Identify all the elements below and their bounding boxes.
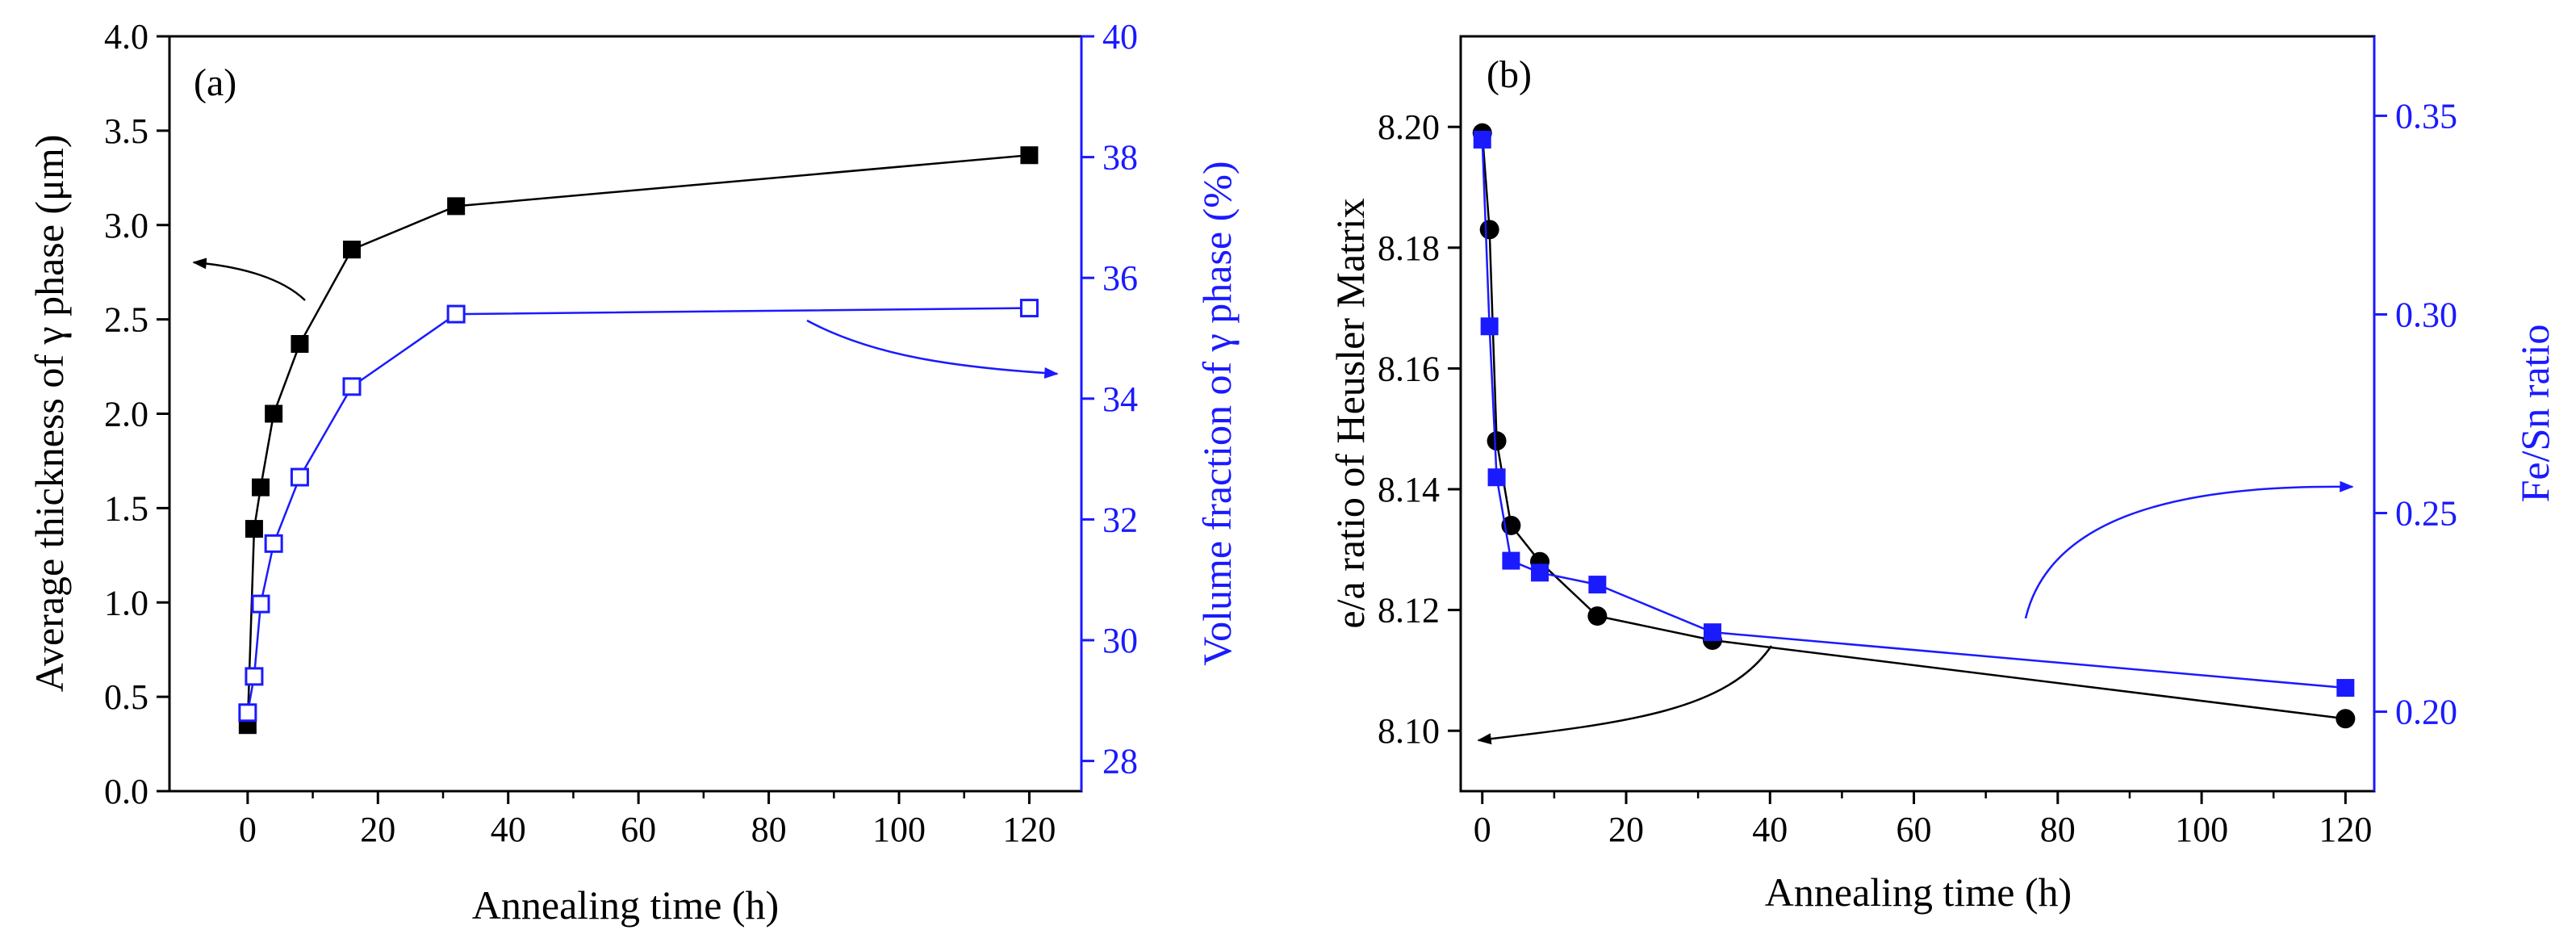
panel-a-x-axis-title: Annealing time (h): [472, 882, 779, 928]
left-y-tick-label: 0.0: [104, 772, 148, 811]
panel-a-right-y-axis-title: Volume fraction of γ phase (%): [1194, 161, 1240, 665]
data-point: [252, 478, 270, 496]
series-line-1: [246, 307, 1030, 713]
x-tick-label: 80: [2040, 810, 2076, 849]
panel-b-right-arrow: [2024, 480, 2354, 619]
panel-a-frame: [168, 35, 1083, 793]
data-point: [238, 703, 257, 723]
panel-a-x-ticks: 0 20 40 60 80 100 120: [239, 791, 1056, 849]
right-y-tick-label: 30: [1102, 621, 1138, 660]
data-point: [1531, 563, 1549, 582]
data-point: [1480, 317, 1499, 336]
data-point: [264, 534, 283, 553]
panel-b-right-y-axis-title: Fe/Sn ratio: [2512, 325, 2557, 503]
x-tick-label: 120: [2319, 810, 2372, 849]
panel-b-series: [1472, 123, 2356, 729]
left-y-tick-label: 3.5: [104, 111, 148, 151]
series-line-1: [1481, 139, 2346, 689]
panel-b-right-y-ticks: 0.20 0.25 0.30 0.35: [2374, 96, 2457, 732]
panel-b-left-y-ticks: 8.10 8.12 8.14 8.16 8.18 8.20: [1378, 107, 1461, 751]
x-tick-label: 40: [491, 810, 526, 849]
panel-a-label: (a): [194, 61, 236, 104]
left-y-tick-label: 0.5: [104, 677, 148, 717]
x-tick-label: 60: [1896, 810, 1932, 849]
panel-b-annotations: [1477, 480, 2354, 745]
data-point: [1502, 551, 1520, 570]
x-tick-label: 100: [2175, 810, 2228, 849]
panel-a-annotations: [192, 258, 1059, 379]
data-point: [2336, 709, 2356, 729]
series-line-0: [1481, 132, 2346, 720]
panel-a-right-y-ticks: 28 30 32 34 36 38 40: [1081, 17, 1138, 781]
x-tick-label: 100: [872, 810, 926, 849]
panel-a-right-arrow: [806, 319, 1059, 379]
right-y-tick-label: 32: [1102, 500, 1138, 539]
right-y-tick-label: 36: [1102, 258, 1138, 298]
panel-a-series: [238, 146, 1039, 735]
right-y-tick-label: 38: [1102, 138, 1138, 178]
panel-b-chart: 0 20 40 60 80 100 120 8.10 8.12 8.14 8.16 8.18 8.20…: [1328, 35, 2557, 915]
left-y-tick-label: 4.0: [104, 17, 148, 57]
right-y-tick-label: 40: [1102, 17, 1138, 57]
right-y-tick-label: 0.35: [2395, 96, 2457, 136]
data-point: [343, 241, 361, 259]
left-y-tick-label: 2.5: [104, 300, 148, 340]
panel-a-left-y-ticks: 0.0 0.5 1.0 1.5 2.0 2.5 3.0 3.5 4.0: [104, 17, 169, 811]
right-y-tick-label: 0.20: [2395, 693, 2457, 732]
data-point: [290, 467, 309, 487]
left-y-tick-label: 1.0: [104, 583, 148, 622]
panel-b-x-ticks: 0 20 40 60 80 100 120: [1474, 791, 2372, 849]
left-y-tick-label: 8.18: [1378, 228, 1440, 268]
data-point: [446, 304, 466, 324]
data-point: [1487, 468, 1506, 487]
left-y-tick-label: 8.20: [1378, 107, 1440, 147]
x-tick-label: 60: [621, 810, 656, 849]
left-y-tick-label: 2.0: [104, 395, 148, 434]
data-point: [1479, 220, 1499, 240]
data-point: [342, 377, 362, 396]
data-point: [265, 404, 283, 423]
panel-a-left-y-axis-title: Average thickness of γ phase (μm): [27, 135, 72, 693]
left-y-tick-label: 8.14: [1378, 470, 1440, 509]
data-point: [245, 520, 263, 538]
panel-b-x-axis-title: Annealing time (h): [1765, 869, 2072, 915]
series-line-0: [246, 154, 1030, 726]
x-tick-label: 120: [1002, 810, 1056, 849]
left-y-tick-label: 1.5: [104, 488, 148, 528]
panel-a-chart: 0 20 40 60 80 100 120 0.0 0.5 1.0 1.5 2.0 2.5 3.0 3.5…: [27, 17, 1240, 928]
data-point: [251, 594, 270, 614]
data-point: [1473, 130, 1491, 149]
left-y-tick-label: 8.12: [1378, 591, 1440, 631]
data-point: [447, 197, 466, 216]
data-point: [1588, 576, 1607, 594]
right-y-tick-label: 28: [1102, 742, 1138, 781]
data-point: [1487, 431, 1507, 451]
panel-b-left-arrow: [1477, 645, 1773, 745]
data-point: [291, 335, 309, 354]
left-y-tick-label: 8.10: [1378, 711, 1440, 751]
data-point: [245, 667, 264, 686]
left-y-tick-label: 3.0: [104, 206, 148, 245]
panel-a-left-arrow: [192, 258, 306, 301]
x-tick-label: 0: [1474, 810, 1491, 849]
panel-b-label: (b): [1487, 53, 1532, 96]
x-tick-label: 80: [751, 810, 787, 849]
x-tick-label: 40: [1752, 810, 1788, 849]
x-tick-label: 20: [1608, 810, 1644, 849]
data-point: [1703, 623, 1721, 642]
right-y-tick-label: 0.25: [2395, 494, 2457, 534]
data-point: [1587, 606, 1608, 626]
data-point: [2336, 679, 2355, 698]
data-point: [1019, 299, 1039, 318]
x-tick-label: 0: [239, 810, 257, 849]
x-tick-label: 20: [360, 810, 395, 849]
panel-b-left-y-axis-title: e/a ratio of Heusler Matrix: [1328, 198, 1373, 628]
right-y-tick-label: 0.30: [2395, 295, 2457, 334]
right-y-tick-label: 34: [1102, 379, 1138, 419]
left-y-tick-label: 8.16: [1378, 349, 1440, 388]
data-point: [1020, 146, 1039, 165]
